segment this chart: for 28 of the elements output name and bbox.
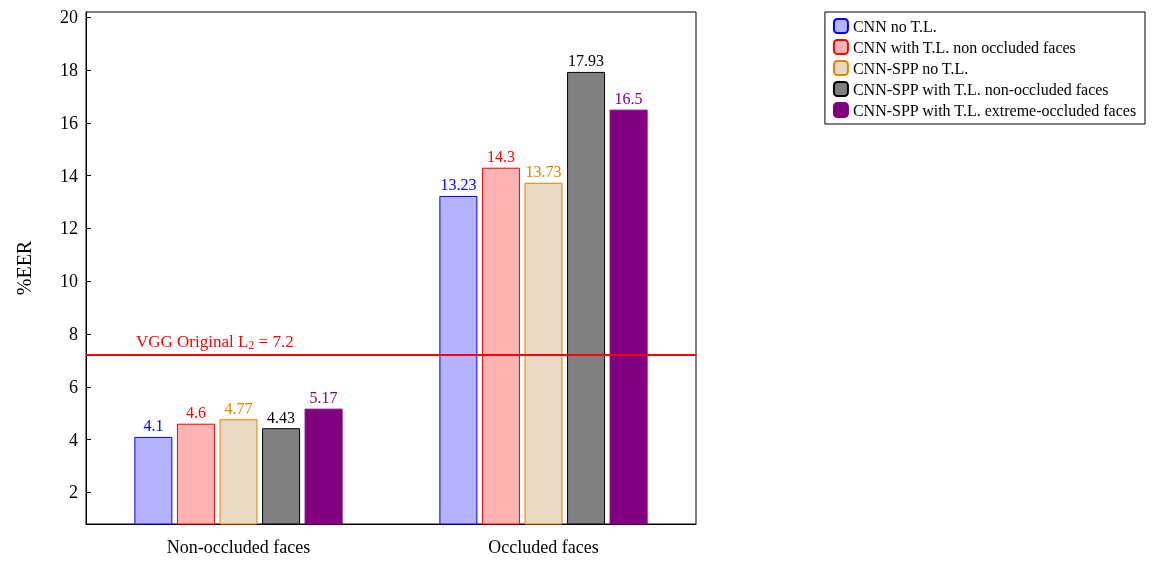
legend-label: CNN-SPP with T.L. non-occluded faces [852,80,1109,98]
data-label: 4.1 [143,417,164,435]
y-tick-label: 14 [60,165,78,186]
legend-label: CNN with T.L. non occluded faces [852,38,1076,56]
data-label: 16.5 [614,90,643,108]
data-label: 4.43 [267,408,296,426]
y-tick-label: 10 [60,271,78,292]
data-label: 17.93 [568,52,605,70]
data-label: 13.73 [525,163,562,181]
data-label: 5.17 [309,389,338,407]
y-tick-label: 16 [60,112,78,133]
data-label: 14.3 [486,148,515,166]
data-label: 4.6 [185,404,206,422]
y-axis-title: %EER [13,240,35,296]
y-tick-label: 12 [60,218,78,239]
y-tick-label: 8 [69,323,78,344]
legend-label: CNN-SPP with T.L. extreme-occluded faces [852,101,1137,119]
x-tick-label: Non-occluded faces [166,537,311,557]
y-tick-label: 6 [69,376,78,397]
y-tick-label: 2 [69,482,78,503]
legend-label: CNN-SPP no T.L. [852,59,969,77]
data-label: 4.77 [224,399,253,417]
y-tick-label: 18 [60,60,78,81]
x-tick-label: Occluded faces [488,537,599,557]
data-label: 13.23 [440,176,477,194]
legend-label: CNN no T.L. [852,17,937,35]
y-tick-label: 4 [69,429,78,450]
y-tick-label: 20 [60,7,78,28]
